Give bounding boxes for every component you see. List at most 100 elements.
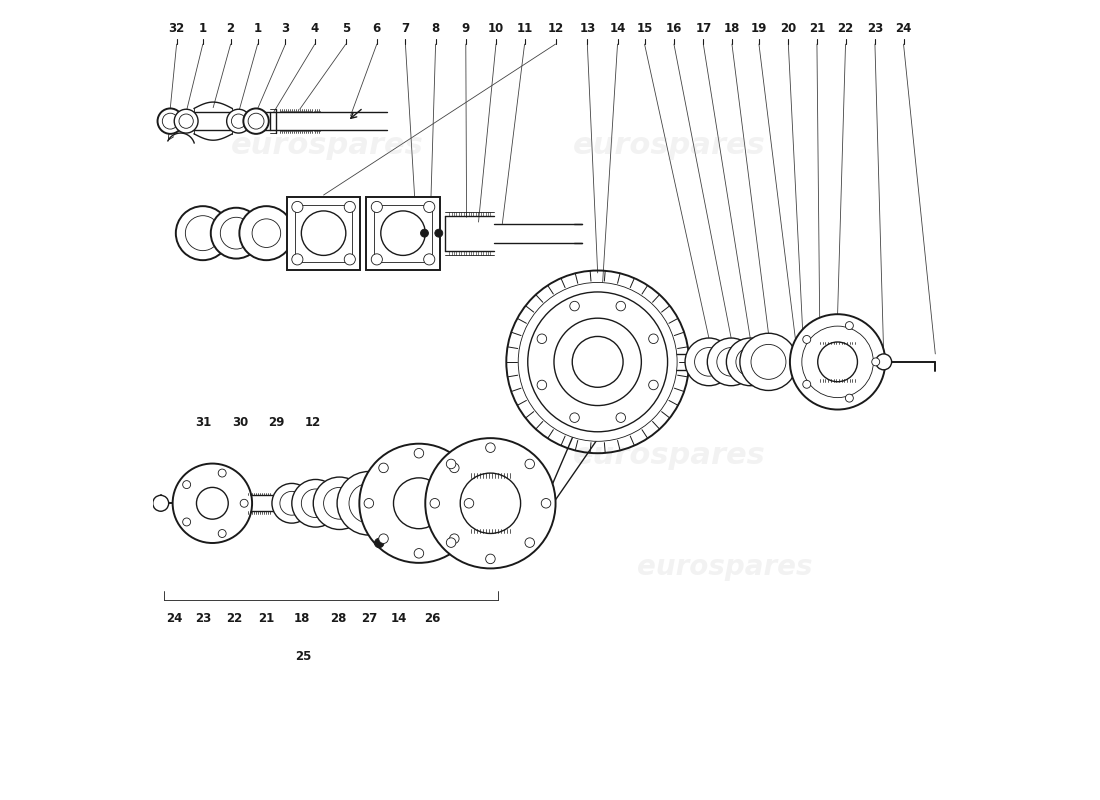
Circle shape bbox=[415, 449, 424, 458]
Text: 20: 20 bbox=[780, 22, 796, 34]
Circle shape bbox=[374, 538, 384, 548]
Circle shape bbox=[364, 498, 374, 508]
Text: 19: 19 bbox=[751, 22, 767, 34]
Text: 16: 16 bbox=[666, 22, 682, 34]
Circle shape bbox=[616, 413, 626, 422]
Text: 26: 26 bbox=[425, 612, 441, 625]
Circle shape bbox=[726, 338, 774, 386]
Circle shape bbox=[292, 202, 302, 213]
Circle shape bbox=[220, 218, 252, 249]
Text: 23: 23 bbox=[867, 22, 883, 34]
Text: 18: 18 bbox=[294, 612, 310, 625]
Circle shape bbox=[447, 538, 455, 547]
Circle shape bbox=[528, 292, 668, 432]
Text: 32: 32 bbox=[168, 22, 185, 34]
Circle shape bbox=[424, 202, 434, 213]
Circle shape bbox=[694, 347, 723, 376]
Circle shape bbox=[420, 229, 429, 237]
Circle shape bbox=[450, 534, 459, 543]
Circle shape bbox=[525, 459, 535, 469]
Text: 17: 17 bbox=[695, 22, 712, 34]
Text: eurospares: eurospares bbox=[231, 131, 424, 160]
Bar bbox=[374, 205, 431, 262]
Circle shape bbox=[174, 110, 198, 133]
Circle shape bbox=[447, 459, 455, 469]
Circle shape bbox=[486, 443, 495, 453]
Text: 8: 8 bbox=[431, 22, 440, 34]
Circle shape bbox=[649, 334, 658, 343]
Circle shape bbox=[736, 347, 764, 376]
Circle shape bbox=[464, 498, 474, 508]
Circle shape bbox=[424, 254, 434, 265]
Circle shape bbox=[218, 530, 227, 538]
Text: 15: 15 bbox=[637, 22, 652, 34]
Text: 4: 4 bbox=[310, 22, 319, 34]
Circle shape bbox=[525, 538, 535, 547]
Text: 13: 13 bbox=[580, 22, 595, 34]
Circle shape bbox=[183, 481, 190, 489]
Circle shape bbox=[802, 326, 873, 398]
Circle shape bbox=[394, 478, 444, 529]
Text: 28: 28 bbox=[330, 612, 346, 625]
Circle shape bbox=[537, 334, 547, 343]
Circle shape bbox=[707, 338, 755, 386]
Text: 27: 27 bbox=[361, 612, 377, 625]
Text: 9: 9 bbox=[462, 22, 470, 34]
Text: 30: 30 bbox=[232, 416, 249, 429]
Circle shape bbox=[231, 114, 245, 128]
Circle shape bbox=[430, 498, 440, 508]
Circle shape bbox=[323, 487, 355, 519]
Circle shape bbox=[415, 549, 424, 558]
Text: 1: 1 bbox=[199, 22, 207, 34]
Text: eurospares: eurospares bbox=[637, 553, 813, 581]
Circle shape bbox=[426, 438, 556, 569]
Circle shape bbox=[381, 211, 426, 255]
Circle shape bbox=[186, 216, 220, 250]
Circle shape bbox=[378, 534, 388, 543]
Circle shape bbox=[751, 344, 785, 379]
Circle shape bbox=[279, 491, 304, 515]
Circle shape bbox=[227, 110, 251, 133]
Circle shape bbox=[183, 518, 190, 526]
Circle shape bbox=[252, 219, 280, 247]
Circle shape bbox=[817, 342, 858, 382]
Circle shape bbox=[344, 202, 355, 213]
Circle shape bbox=[292, 254, 302, 265]
Circle shape bbox=[301, 489, 330, 518]
Circle shape bbox=[518, 282, 678, 442]
Circle shape bbox=[314, 477, 365, 530]
Circle shape bbox=[337, 471, 400, 535]
Circle shape bbox=[740, 334, 798, 390]
Circle shape bbox=[570, 302, 580, 311]
Text: 6: 6 bbox=[373, 22, 381, 34]
Circle shape bbox=[197, 487, 229, 519]
Text: 10: 10 bbox=[488, 22, 504, 34]
Circle shape bbox=[541, 498, 551, 508]
Circle shape bbox=[211, 208, 262, 258]
Text: 18: 18 bbox=[724, 22, 740, 34]
Circle shape bbox=[240, 499, 249, 507]
Text: 31: 31 bbox=[195, 416, 211, 429]
Circle shape bbox=[344, 254, 355, 265]
Circle shape bbox=[846, 394, 854, 402]
Circle shape bbox=[803, 380, 811, 388]
Circle shape bbox=[163, 114, 178, 129]
Text: 12: 12 bbox=[305, 416, 321, 429]
Circle shape bbox=[240, 206, 294, 260]
Circle shape bbox=[572, 337, 623, 387]
Text: 3: 3 bbox=[282, 22, 289, 34]
Circle shape bbox=[801, 372, 808, 380]
Bar bbox=[295, 205, 352, 262]
Text: eurospares: eurospares bbox=[573, 131, 766, 160]
Text: 1: 1 bbox=[254, 22, 262, 34]
Text: eurospares: eurospares bbox=[573, 441, 766, 470]
Circle shape bbox=[790, 314, 886, 410]
Text: 21: 21 bbox=[808, 22, 825, 34]
Circle shape bbox=[372, 254, 383, 265]
Circle shape bbox=[176, 206, 230, 260]
Circle shape bbox=[292, 479, 340, 527]
Circle shape bbox=[349, 483, 388, 523]
Circle shape bbox=[157, 109, 183, 134]
Circle shape bbox=[790, 355, 803, 368]
Circle shape bbox=[153, 495, 168, 511]
